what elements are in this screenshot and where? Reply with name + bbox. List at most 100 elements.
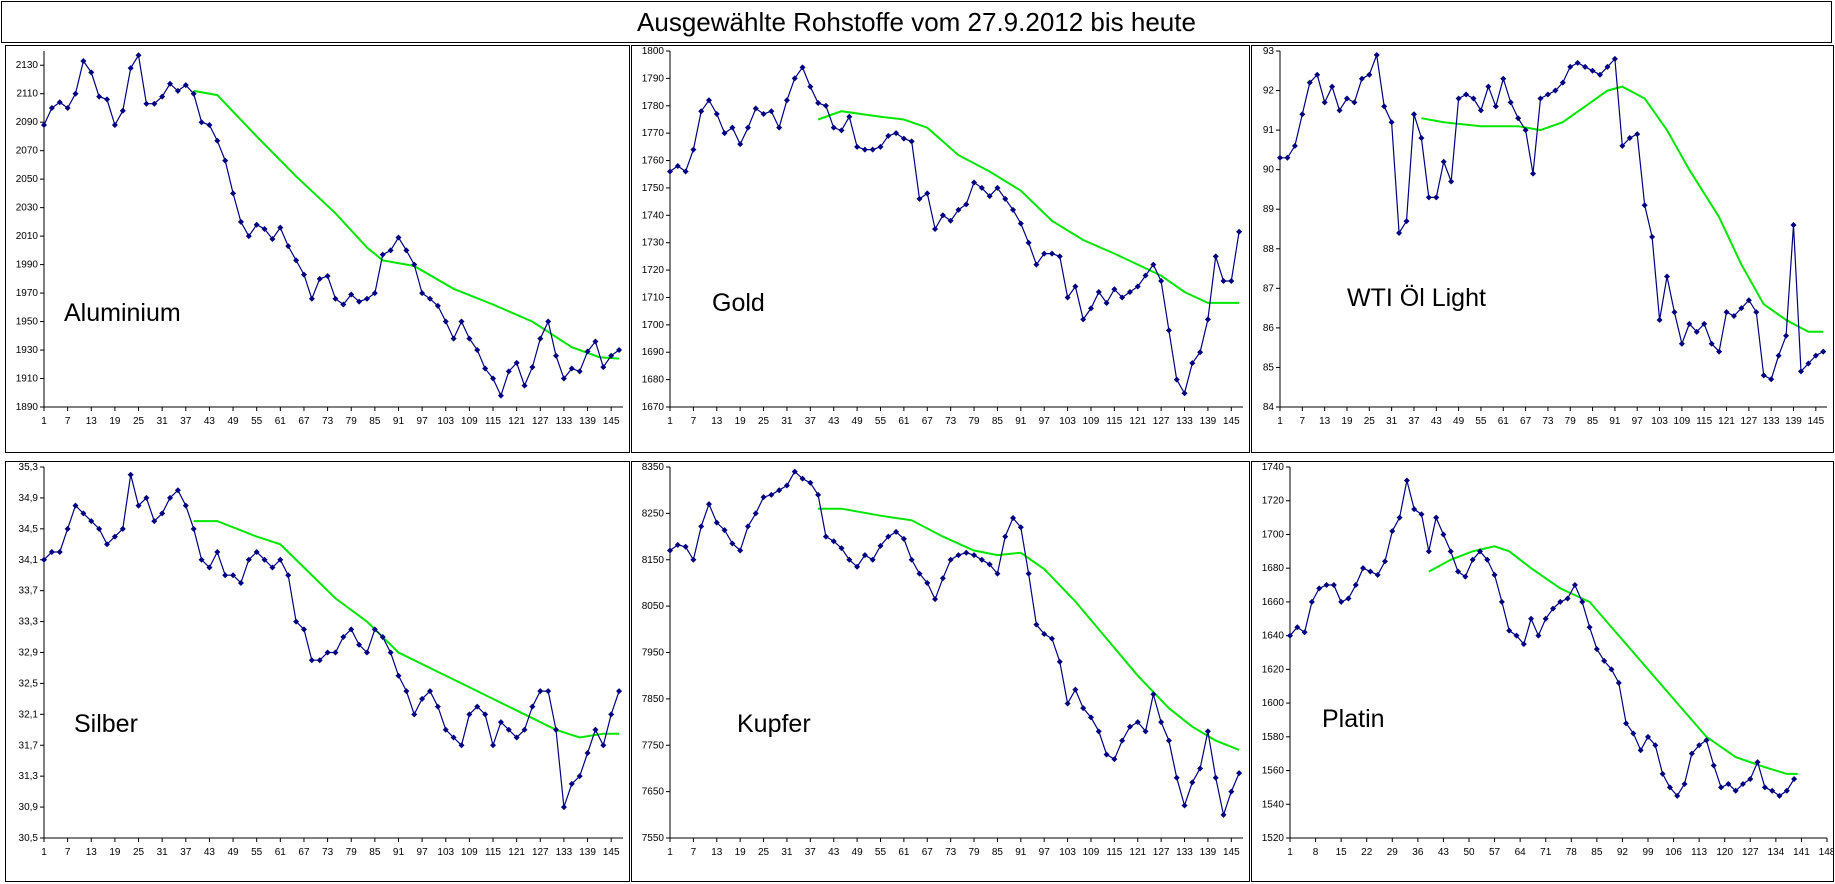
- y-tick-label: 1670: [642, 402, 665, 413]
- data-point: [1002, 533, 1009, 540]
- y-tick-label: 8350: [642, 462, 665, 473]
- x-tick-label: 1: [41, 416, 47, 427]
- x-tick-label: 85: [992, 847, 1004, 858]
- moving-average-line: [817, 110, 1240, 304]
- data-point: [971, 552, 978, 559]
- x-tick-label: 13: [86, 416, 98, 427]
- data-point: [1321, 99, 1328, 106]
- x-tick-label: 1: [1277, 416, 1283, 427]
- data-point: [1103, 751, 1110, 758]
- data-point: [1064, 700, 1071, 707]
- data-point: [1158, 278, 1165, 285]
- data-point: [1666, 784, 1673, 791]
- data-point: [1236, 228, 1243, 235]
- x-tick-label: 43: [204, 416, 216, 427]
- data-point: [387, 649, 394, 656]
- y-tick-label: 1760: [642, 156, 665, 167]
- y-tick-label: 1580: [1262, 732, 1285, 743]
- data-point: [1604, 63, 1611, 70]
- x-tick-label: 91: [1609, 416, 1621, 427]
- data-point: [900, 135, 907, 142]
- data-point: [815, 491, 822, 498]
- y-tick-label: 2090: [16, 117, 39, 128]
- y-tick-label: 7750: [642, 740, 665, 751]
- data-point: [277, 556, 284, 563]
- x-tick-label: 13: [1319, 416, 1331, 427]
- data-point: [167, 80, 174, 87]
- x-tick-label: 36: [1412, 847, 1424, 858]
- x-tick-label: 127: [1741, 416, 1758, 427]
- data-point: [119, 107, 126, 114]
- data-point: [553, 726, 560, 733]
- data-point: [1360, 565, 1367, 572]
- data-point: [434, 703, 441, 710]
- x-tick-label: 113: [1691, 847, 1707, 858]
- data-point: [198, 556, 205, 563]
- commodity-label: Kupfer: [737, 710, 811, 738]
- data-point: [1641, 202, 1648, 209]
- data-point: [340, 301, 347, 308]
- data-point: [924, 579, 931, 586]
- y-tick-label: 8250: [642, 508, 665, 519]
- data-point: [245, 556, 252, 563]
- y-tick-label: 90: [1263, 165, 1275, 176]
- data-point: [729, 540, 736, 547]
- data-point: [768, 108, 775, 115]
- data-point: [1425, 548, 1432, 555]
- x-tick-label: 1: [667, 847, 673, 858]
- data-point: [939, 212, 946, 219]
- data-point: [159, 93, 166, 100]
- data-point: [497, 392, 504, 399]
- y-tick-label: 2030: [16, 203, 39, 214]
- data-point: [1291, 142, 1298, 149]
- data-point: [363, 649, 370, 656]
- data-point: [1701, 320, 1708, 327]
- data-point: [371, 290, 378, 297]
- data-point: [1630, 730, 1637, 737]
- data-point: [1134, 283, 1141, 290]
- x-tick-label: 13: [711, 416, 723, 427]
- y-tick-label: 1790: [642, 73, 665, 84]
- data-point: [537, 335, 544, 342]
- y-tick-label: 33,3: [19, 617, 39, 628]
- data-point: [214, 549, 221, 556]
- data-point: [324, 272, 331, 279]
- data-point: [1597, 71, 1604, 78]
- x-tick-label: 79: [346, 416, 358, 427]
- data-point: [971, 179, 978, 186]
- x-tick-label: 109: [1674, 416, 1691, 427]
- data-point: [1314, 71, 1321, 78]
- data-point: [1351, 99, 1358, 106]
- data-point: [924, 190, 931, 197]
- data-point: [760, 110, 767, 117]
- x-tick-label: 97: [1039, 847, 1051, 858]
- data-point: [285, 243, 292, 250]
- y-tick-label: 1540: [1262, 799, 1285, 810]
- data-point: [1142, 272, 1149, 279]
- data-point: [277, 224, 284, 231]
- data-point: [293, 618, 300, 625]
- y-tick-label: 1600: [1262, 698, 1285, 709]
- data-point: [1150, 261, 1157, 268]
- data-point: [285, 572, 292, 579]
- data-point: [1306, 79, 1313, 86]
- data-point: [1150, 691, 1157, 698]
- data-point: [505, 368, 512, 375]
- data-point: [1476, 548, 1483, 555]
- data-point: [403, 247, 410, 254]
- x-tick-label: 103: [437, 416, 454, 427]
- commodity-label: Aluminium: [64, 299, 181, 327]
- x-tick-label: 19: [735, 847, 747, 858]
- data-point: [1718, 784, 1725, 791]
- x-tick-label: 115: [1106, 416, 1122, 427]
- data-point: [1111, 756, 1118, 763]
- data-point: [1080, 705, 1087, 712]
- data-point: [72, 502, 79, 509]
- x-tick-label: 67: [922, 847, 934, 858]
- data-point: [846, 556, 853, 563]
- data-point: [151, 100, 158, 107]
- data-point: [1462, 573, 1469, 580]
- x-tick-label: 29: [1387, 847, 1399, 858]
- data-point: [1723, 309, 1730, 316]
- x-tick-label: 7: [65, 847, 71, 858]
